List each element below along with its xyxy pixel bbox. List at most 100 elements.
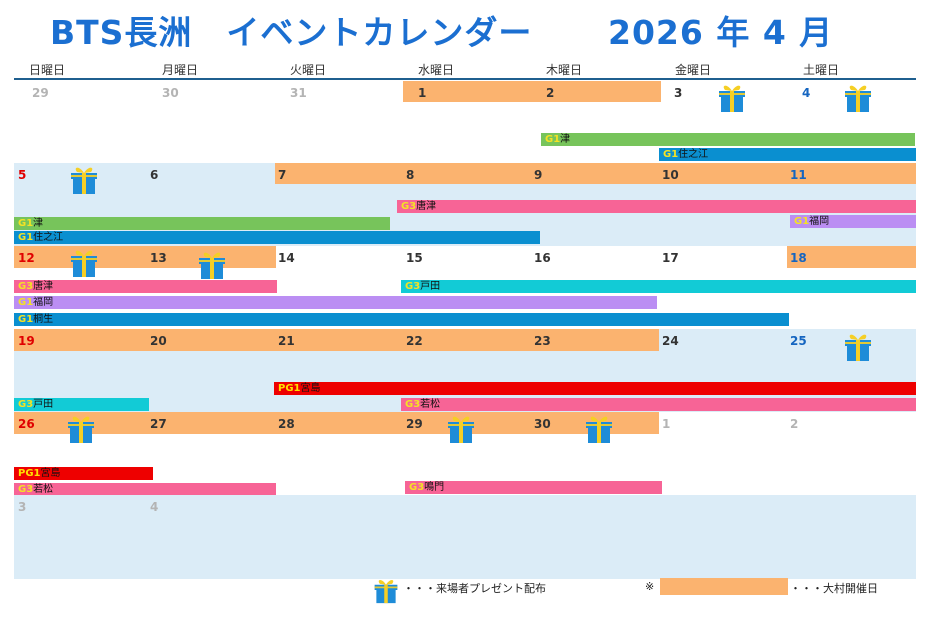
event-grade: G1 xyxy=(794,216,810,227)
gift-icon xyxy=(446,412,476,444)
omura-day-highlight xyxy=(275,163,916,184)
event-venue: 戸田 xyxy=(420,281,441,292)
date-cell: 4 xyxy=(150,500,159,514)
legend-present-label: ・・・来場者プレゼント配布 xyxy=(403,582,546,595)
omura-day-highlight xyxy=(403,81,661,102)
event-bar[interactable]: G1福岡 xyxy=(14,296,657,309)
event-grade: G1 xyxy=(18,232,34,243)
event-grade: PG1 xyxy=(278,383,301,394)
date-cell: 6 xyxy=(150,168,159,182)
event-grade: G3 xyxy=(409,482,425,493)
date-cell: 31 xyxy=(290,86,307,100)
calendar-month: 2026 年 4 月 xyxy=(608,13,834,52)
event-bar[interactable]: G1津 xyxy=(14,217,390,230)
event-venue: 若松 xyxy=(33,484,54,495)
weekday-thu: 木曜日 xyxy=(546,63,583,77)
date-cell: 22 xyxy=(406,334,423,348)
date-cell: 24 xyxy=(662,334,679,348)
gift-icon xyxy=(843,330,873,362)
event-bar[interactable]: G1桐生 xyxy=(14,313,789,326)
gift-icon xyxy=(66,412,96,444)
event-venue: 鳴門 xyxy=(424,482,445,493)
date-cell: 26 xyxy=(18,417,35,431)
event-bar[interactable]: G3若松 xyxy=(14,483,276,496)
week-row-5: 26 27 28 29 30 1 2 PG1宮島 G3若松 G3鳴門 xyxy=(14,412,916,496)
date-cell: 20 xyxy=(150,334,167,348)
event-venue: 福岡 xyxy=(809,216,830,227)
date-cell: 28 xyxy=(278,417,295,431)
date-cell: 12 xyxy=(18,251,35,265)
gift-icon xyxy=(717,81,747,113)
week-row-4: 19 20 21 22 23 24 25 PG1宮島 G3戸田 G3若松 xyxy=(14,329,916,412)
gift-icon xyxy=(197,248,227,280)
event-grade: G3 xyxy=(405,281,421,292)
event-grade: G3 xyxy=(401,201,417,212)
event-venue: 津 xyxy=(33,218,44,229)
event-bar[interactable]: PG1宮島 xyxy=(14,467,153,480)
date-cell: 18 xyxy=(790,251,807,265)
event-venue: 津 xyxy=(560,134,571,145)
event-bar[interactable]: G3鳴門 xyxy=(405,481,662,494)
event-venue: 若松 xyxy=(420,399,441,410)
event-venue: 戸田 xyxy=(33,399,54,410)
week-row-1: 29 30 31 1 2 3 4 G1津 G1住之江 xyxy=(14,81,916,161)
date-cell: 2 xyxy=(790,417,799,431)
date-cell: 17 xyxy=(662,251,679,265)
date-cell: 23 xyxy=(534,334,551,348)
event-bar[interactable]: G1福岡 xyxy=(790,215,916,228)
event-grade: G3 xyxy=(405,399,421,410)
weekday-sun: 日曜日 xyxy=(29,63,66,77)
date-cell: 11 xyxy=(790,168,807,182)
event-bar[interactable]: PG1宮島 xyxy=(274,382,916,395)
gift-icon xyxy=(843,81,873,113)
event-bar[interactable]: G1住之江 xyxy=(659,148,916,161)
header-divider xyxy=(14,78,916,80)
event-bar[interactable]: G3唐津 xyxy=(14,280,277,293)
event-bar[interactable]: G1住之江 xyxy=(14,231,540,244)
calendar-title: BTS長洲 イベントカレンダー xyxy=(50,13,533,52)
date-cell: 25 xyxy=(790,334,807,348)
date-cell: 3 xyxy=(18,500,27,514)
gift-icon xyxy=(584,412,614,444)
event-venue: 福岡 xyxy=(33,297,54,308)
date-cell: 4 xyxy=(802,86,811,100)
omura-day-highlight xyxy=(14,329,659,351)
weekday-sat: 土曜日 xyxy=(803,63,840,77)
event-grade: PG1 xyxy=(18,468,41,479)
event-grade: G1 xyxy=(18,297,34,308)
date-cell: 27 xyxy=(150,417,167,431)
date-cell: 7 xyxy=(278,168,287,182)
date-cell: 29 xyxy=(32,86,49,100)
event-bar[interactable]: G3戸田 xyxy=(401,280,916,293)
event-grade: G1 xyxy=(545,134,561,145)
event-venue: 宮島 xyxy=(40,468,61,479)
omura-day-highlight xyxy=(14,412,659,434)
date-cell: 13 xyxy=(150,251,167,265)
event-venue: 唐津 xyxy=(416,201,437,212)
event-bar[interactable]: G3唐津 xyxy=(397,200,916,213)
omura-day-highlight xyxy=(787,246,916,268)
event-bar[interactable]: G3若松 xyxy=(401,398,916,411)
event-grade: G3 xyxy=(18,484,34,495)
date-cell: 15 xyxy=(406,251,423,265)
week-row-3: 12 13 14 15 16 17 18 G3唐津 G3戸田 G1福岡 G1桐生 xyxy=(14,246,916,329)
weekday-tue: 火曜日 xyxy=(290,63,327,77)
date-cell: 2 xyxy=(546,86,555,100)
legend-note-mark: ※ xyxy=(645,580,655,593)
event-grade: G3 xyxy=(18,281,34,292)
date-cell: 3 xyxy=(674,86,683,100)
legend-omura-swatch xyxy=(660,578,788,595)
event-bar[interactable]: G1津 xyxy=(541,133,915,146)
event-grade: G3 xyxy=(18,399,34,410)
event-venue: 住之江 xyxy=(678,149,709,160)
event-bar[interactable]: G3戸田 xyxy=(14,398,149,411)
date-cell: 1 xyxy=(662,417,671,431)
date-cell: 1 xyxy=(418,86,427,100)
weekday-mon: 月曜日 xyxy=(162,63,199,77)
gift-icon xyxy=(69,163,99,195)
date-cell: 30 xyxy=(162,86,179,100)
omura-day-highlight xyxy=(14,246,276,268)
week-row-6: 3 4 xyxy=(14,495,916,579)
legend-omura-label: ・・・大村開催日 xyxy=(790,582,878,595)
week-row-2: 5 6 7 8 9 10 11 G3唐津 G1津 G1福岡 G1住之江 xyxy=(14,163,916,246)
